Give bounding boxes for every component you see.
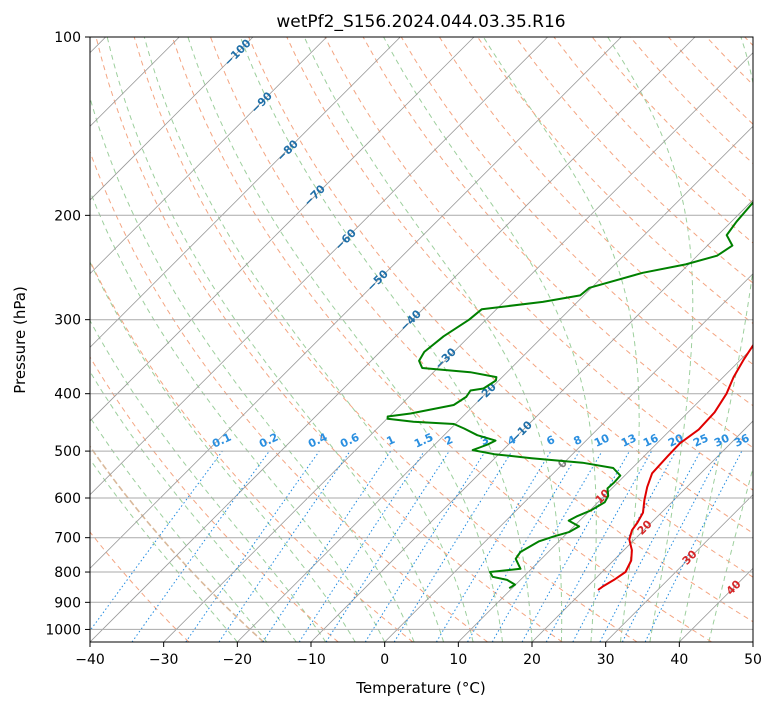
mixing-ratio-lines	[90, 450, 743, 642]
dry-adiabat-line	[400, 37, 753, 407]
y-tick-label: 900	[54, 595, 81, 611]
mixing-ratio-line	[393, 450, 513, 642]
moist-adiabat-line	[106, 37, 445, 642]
moist-adiabat-line	[303, 37, 563, 642]
y-tick-label: 1000	[45, 622, 81, 638]
mixing-ratio-label: 13	[619, 431, 638, 449]
isotherm-line	[90, 37, 548, 496]
isotherm-line	[90, 37, 622, 569]
dry-adiabat-line	[515, 37, 753, 284]
plot-frame	[89, 36, 754, 643]
y-tick-label: 600	[54, 491, 81, 507]
sounding-series	[386, 200, 753, 591]
isotherm-line	[458, 346, 753, 642]
chart-title: wetPf2_S156.2024.044.03.35.R16	[276, 12, 565, 32]
mixing-ratio-label: 20	[666, 431, 686, 449]
plot-area: −100−90−80−70−60−50−40−30−20−10010203040…	[90, 37, 753, 642]
moist-adiabat-line	[90, 370, 297, 642]
isotherm-line	[90, 37, 475, 422]
x-tick-label: 20	[523, 652, 541, 668]
skewed-isotherms	[90, 37, 753, 642]
x-axis-ticks: −40 −30 −20 −10 0 10 20 30 40 50	[75, 642, 762, 668]
x-tick-label: −20	[223, 652, 253, 668]
dry-adiabat-line	[171, 37, 712, 642]
x-tick-label: −10	[296, 652, 326, 668]
dry-adiabat-line	[438, 37, 753, 366]
mixing-ratio-label: 25	[691, 431, 710, 449]
mixing-ratio-label: 16	[641, 431, 661, 449]
mixing-ratio-line	[644, 450, 743, 642]
mixing-ratio-line	[185, 450, 320, 642]
dry-adiabat-line	[95, 37, 563, 642]
y-tick-label: 700	[54, 531, 81, 547]
isotherm-line	[310, 199, 753, 642]
mixing-ratio-label: 10	[592, 431, 612, 449]
mixing-ratio-line	[131, 450, 270, 642]
x-tick-label: 30	[597, 652, 615, 668]
dry-adiabat-line	[248, 37, 753, 578]
moist-adiabat-line	[90, 260, 356, 642]
y-tick-label: 300	[54, 313, 81, 329]
dry-adiabat-line	[90, 150, 488, 642]
y-axis-label: Pressure (hPa)	[11, 286, 29, 394]
isotherm-line	[90, 37, 254, 201]
x-axis-label: Temperature (°C)	[355, 679, 485, 697]
moist-adiabat-line	[143, 37, 474, 642]
y-tick-label: 400	[54, 387, 81, 403]
reference-dry-adiabat-line	[90, 445, 265, 642]
y-tick-label: 800	[54, 565, 81, 581]
moist-adiabat-line	[607, 37, 694, 642]
isotherm-line	[90, 37, 401, 348]
x-tick-label: 40	[670, 652, 688, 668]
moist-adiabat-line	[90, 458, 238, 642]
moist-adiabat-line	[239, 37, 533, 642]
x-tick-label: −40	[75, 652, 105, 668]
moist-adiabat-line	[187, 37, 503, 642]
y-tick-label: 500	[54, 444, 81, 460]
mixing-ratio-line	[90, 450, 223, 632]
isotherm-line	[384, 273, 753, 642]
mixing-ratio-line	[298, 450, 425, 642]
mixing-ratio-line	[325, 450, 450, 642]
dewpoint-line	[386, 200, 753, 590]
x-tick-label: 50	[744, 652, 762, 668]
y-tick-label: 200	[54, 208, 81, 224]
y-tick-label: 100	[54, 30, 81, 46]
moist-adiabat-line	[482, 37, 640, 642]
x-tick-label: 10	[449, 652, 467, 668]
pressure-gridlines	[90, 37, 753, 630]
mixing-ratio-line	[521, 450, 630, 642]
dry-adiabat-line	[90, 531, 190, 642]
moist-adiabat-line	[90, 416, 268, 642]
temperature-line	[597, 343, 753, 591]
dry-adiabat-line	[133, 37, 638, 642]
mixing-ratio-line	[572, 450, 677, 642]
dry-adiabat-line	[90, 356, 339, 642]
isotherm-line	[163, 52, 753, 642]
mixing-ratio-line	[262, 450, 392, 642]
isotherm-line	[531, 420, 753, 642]
isotherm-line	[90, 37, 696, 642]
dry-adiabat-line	[210, 37, 753, 623]
mixing-ratio-label: 36	[732, 431, 752, 449]
y-axis-ticks: 100 200 300 400 500 600 700 800 900 1000	[45, 30, 90, 638]
isotherm-line	[90, 37, 327, 275]
mixing-ratio-label: 30	[712, 431, 732, 449]
moist-adiabat-line	[383, 37, 597, 642]
mixing-ratio-line	[545, 450, 653, 642]
isotherm-line	[237, 125, 753, 642]
isotherm-line	[605, 494, 753, 642]
mixing-ratio-line	[218, 450, 351, 642]
x-tick-label: −30	[149, 652, 179, 668]
x-tick-label: 0	[380, 652, 389, 668]
